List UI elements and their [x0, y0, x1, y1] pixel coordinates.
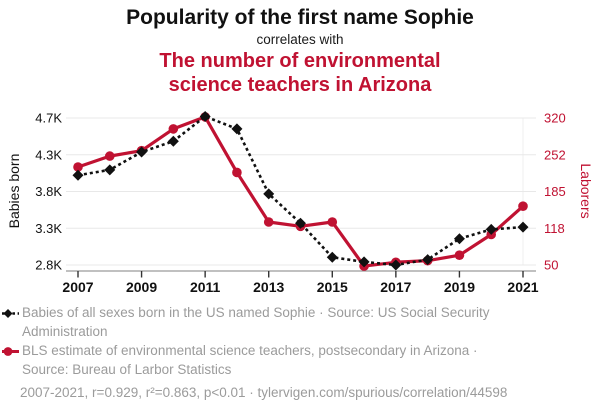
teachers-data-point	[263, 217, 274, 227]
legend-label-teachers-line1: BLS estimate of environmental science te…	[22, 343, 478, 358]
series-sophie-line	[77, 115, 524, 267]
x-axis-tick-label: 2009	[126, 279, 157, 295]
right-axis-tick-label: 320	[544, 111, 566, 126]
left-axis-tick-label: 3.8K	[35, 184, 62, 199]
x-axis-tick-label: 2013	[253, 279, 284, 295]
x-axis-tick-label: 2015	[317, 279, 348, 295]
teachers-data-point	[327, 217, 338, 227]
right-axis-title: Laborers	[578, 163, 594, 219]
sophie-data-point	[199, 110, 211, 122]
left-axis-tick-label: 4.3K	[35, 147, 62, 162]
left-axis-title: Babies born	[6, 153, 22, 229]
legend-label-teachers-line2: Source: Bureau of Larbor Statistics	[22, 361, 232, 377]
sophie-data-point	[517, 221, 529, 233]
right-axis-tick-label: 185	[544, 184, 566, 199]
right-axis-tick-label: 252	[544, 147, 566, 162]
teachers-data-point	[454, 250, 465, 260]
teachers-data-point	[518, 201, 528, 211]
sophie-data-point	[263, 188, 275, 200]
legend-label-teachers: BLS estimate of environmental science te…	[22, 342, 587, 379]
left-axis-tick-label: 4.7K	[35, 111, 62, 126]
x-axis-tick-label: 2017	[380, 279, 411, 295]
sophie-data-point	[390, 259, 402, 271]
teachers-data-point	[73, 162, 83, 172]
x-axis-tick-label: 2019	[444, 279, 475, 295]
x-axis-tick-label: 2021	[507, 279, 538, 295]
black-diamond-dashed-line-icon	[2, 309, 19, 318]
right-axis-tick-label: 50	[544, 258, 558, 273]
teachers-data-point	[104, 151, 115, 161]
chart-subtitle: correlates with	[256, 32, 344, 47]
right-axis-tick-label: 118	[544, 221, 565, 236]
sophie-data-point	[136, 146, 148, 158]
sophie-data-point	[485, 223, 497, 235]
chart-title: Popularity of the first name Sophie	[126, 6, 474, 29]
legend-label-sophie-line2: Administration	[22, 323, 108, 339]
sophie-data-point	[326, 251, 338, 263]
teachers-data-point	[232, 167, 242, 178]
legend-item-teachers: BLS estimate of environmental science te…	[2, 342, 587, 379]
sophie-data-point	[231, 123, 243, 135]
left-axis-tick-label: 2.8K	[35, 258, 62, 273]
left-axis-tick-label: 3.3K	[35, 221, 62, 236]
footer-citation: 2007-2021, r=0.929, r²=0.863, p<0.01 · t…	[20, 385, 508, 400]
chart-secondary-title: The number of environmental science teac…	[159, 50, 441, 96]
legend-label-sophie-line1: Babies of all sexes born in the US named…	[22, 305, 490, 320]
sophie-data-point	[167, 135, 179, 147]
sophie-data-point	[358, 256, 370, 268]
x-axis-tick-label: 2007	[62, 279, 93, 295]
sophie-data-point	[453, 233, 465, 245]
sophie-data-point	[422, 254, 434, 266]
red-circle-solid-line-icon	[2, 347, 19, 356]
sophie-data-point	[72, 169, 84, 181]
teachers-data-point	[168, 124, 179, 134]
legend-item-sophie: Babies of all sexes born in the US named…	[2, 304, 587, 341]
legend-label-sophie: Babies of all sexes born in the US named…	[22, 304, 587, 341]
sophie-data-point	[295, 217, 306, 229]
sophie-data-point	[104, 164, 116, 176]
x-axis-tick-label: 2011	[190, 279, 221, 295]
